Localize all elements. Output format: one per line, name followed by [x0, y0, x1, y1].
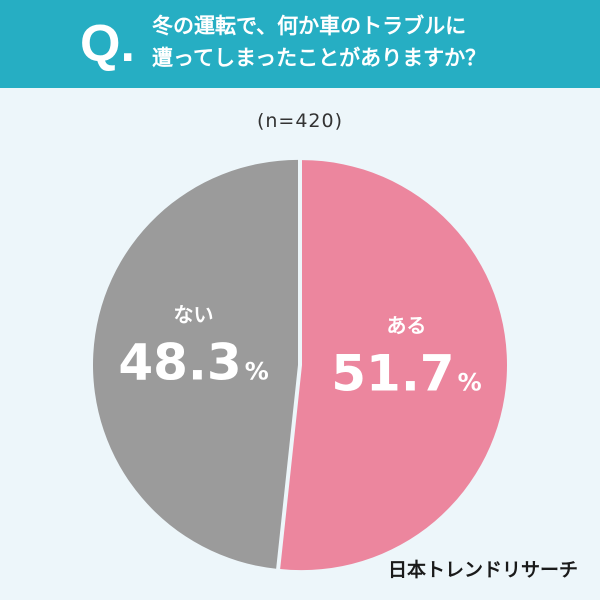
question-banner: Q. 冬の運転で、何か車のトラブルに 遭ってしまったことがありますか？ — [0, 0, 600, 88]
q-mark: Q. — [80, 15, 135, 73]
sample-size: (n=420) — [256, 110, 344, 132]
source-credit: 日本トレンドリサーチ — [387, 559, 578, 581]
pie-slice-yes — [280, 160, 507, 571]
question-title: 冬の運転で、何か車のトラブルに 遭ってしまったことがありますか？ — [152, 14, 487, 70]
slice-value: 51.7% — [331, 345, 481, 403]
pie-slice-no — [93, 159, 299, 569]
slice-label: ない — [174, 302, 214, 326]
slice-label: ある — [386, 314, 426, 338]
slice-value: 48.3% — [118, 333, 268, 391]
